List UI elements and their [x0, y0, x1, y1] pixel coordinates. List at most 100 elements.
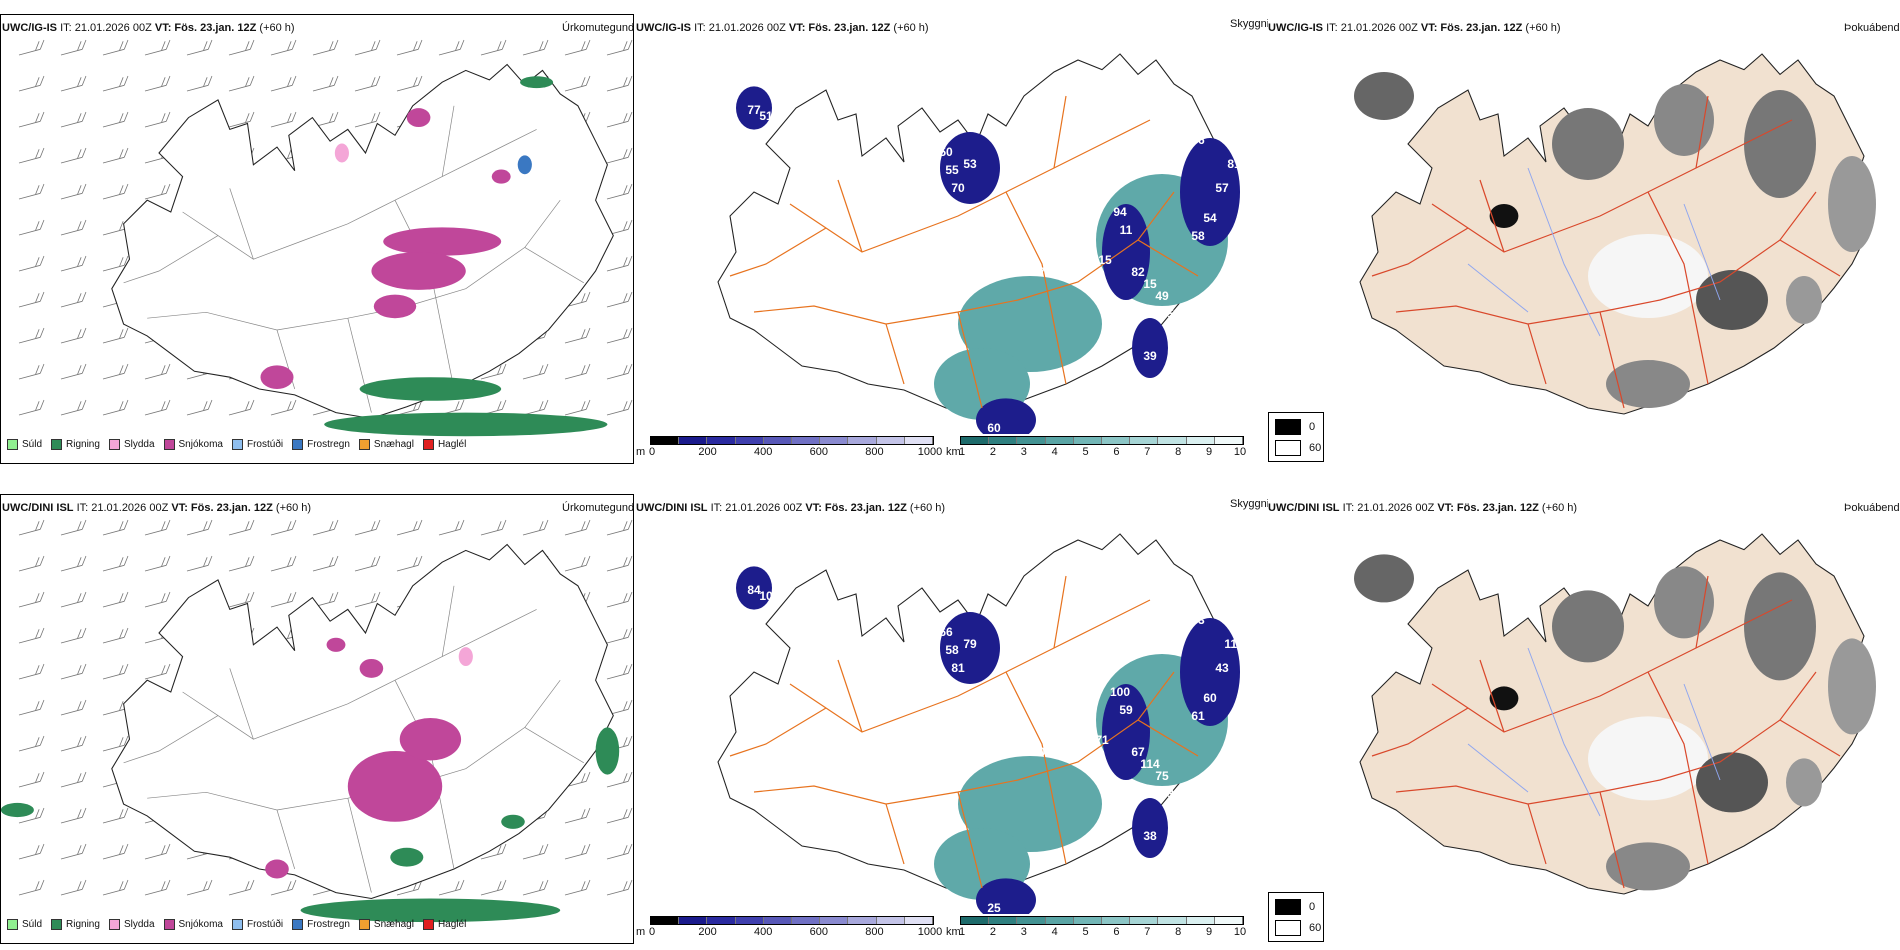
fog-legend-label: 60: [1309, 922, 1322, 934]
wind-barb: [186, 519, 213, 536]
wind-barb: [18, 75, 45, 92]
low-cloud-area: [1180, 138, 1240, 247]
colorbar-tick-label: 400: [754, 446, 773, 458]
wind-barb: [396, 39, 423, 56]
colorbar-tick-label: 7: [1144, 446, 1151, 458]
wind-barb: [228, 75, 255, 92]
precip-legend-swatch: [358, 919, 370, 930]
cloud-base-value: 58: [1191, 229, 1205, 243]
precip-area: [399, 717, 462, 761]
wind-barb: [60, 879, 87, 896]
fog-panel-name-row1: Þokuábendi: [1844, 22, 1900, 34]
wind-barb: [564, 39, 591, 56]
wind-barb: [606, 75, 633, 92]
cloud-base-value: 71: [1095, 733, 1109, 747]
wind-barb: [522, 519, 549, 536]
colorbar-segment: [1017, 437, 1046, 444]
cloud-base-value: 35: [1155, 631, 1169, 645]
wind-barb: [102, 735, 129, 752]
wind-barb: [270, 39, 297, 56]
colorbar-segment: [1186, 437, 1215, 444]
cloud-base-value: 75: [1155, 769, 1169, 783]
cloud-base-value: 85: [999, 169, 1013, 183]
wind-barb: [102, 147, 129, 164]
wind-barb: [60, 663, 87, 680]
colorbar-segment: [876, 917, 905, 924]
fog-legend-swatch-black: [1275, 419, 1301, 435]
wind-barb: [354, 39, 381, 56]
cloud-base-value: 39: [1119, 373, 1133, 387]
visibility-title-row1: UWC/IG-IS IT: 21.01.2026 00Z VT: Fös. 23…: [636, 22, 929, 34]
cloud-base-value: 84: [747, 583, 761, 597]
wind-barb: [60, 519, 87, 536]
wind-barb: [60, 555, 87, 572]
road: [957, 311, 983, 409]
colorbar-tick-label: 6: [1113, 926, 1120, 938]
wind-barb: [396, 519, 423, 536]
wind-barb: [18, 663, 45, 680]
wind-barb: [144, 663, 171, 680]
wind-barb: [480, 843, 507, 860]
wind-barb: [102, 111, 129, 128]
colorbar-segment: [763, 437, 793, 444]
wind-barb: [60, 183, 87, 200]
wind-barb: [102, 39, 129, 56]
wind-barb: [60, 255, 87, 272]
wind-barb: [18, 807, 45, 824]
precip-panel-row1: Súld Rigning Slydda Snjókoma Frostúði Frostre…: [0, 14, 634, 464]
cloud-base-value: 43: [1215, 661, 1229, 675]
fog-index-area: [1744, 90, 1816, 198]
precip-legend-label: Rigning: [66, 919, 100, 930]
colorbar-tick-label: 5: [1082, 446, 1089, 458]
visibility-panel-name-row2: Skyggni: [1230, 498, 1270, 510]
precip-legend-label: Haglél: [437, 439, 467, 450]
precip-legend-label: Rigning: [66, 439, 100, 450]
wind-barb: [18, 327, 45, 344]
wind-barb: [522, 879, 549, 896]
road: [1005, 191, 1067, 385]
coastline: [111, 63, 614, 420]
wind-barb: [60, 591, 87, 608]
river: [1683, 203, 1721, 301]
init-time: IT: 21.01.2026 00Z: [710, 502, 803, 514]
colorbar-segment: [1130, 437, 1159, 444]
wind-barb: [270, 555, 297, 572]
wind-barb: [18, 147, 45, 164]
cloud-base-value: 58: [945, 643, 959, 657]
init-time: IT: 21.01.2026 00Z: [76, 502, 169, 514]
wind-barb: [396, 555, 423, 572]
road: [837, 659, 863, 733]
precip-legend-swatch: [51, 439, 63, 450]
wind-barb: [102, 183, 129, 200]
wind-barb: [312, 555, 339, 572]
precip-legend-label: Snjókoma: [178, 439, 223, 450]
colorbar-segment: [989, 437, 1018, 444]
fog-index-area: [1552, 590, 1624, 663]
colorbar-tick-label: 1000: [917, 446, 943, 458]
wind-barb: [312, 39, 339, 56]
precip-panel-name-row2: Úrkomutegund: [562, 502, 635, 514]
precip-legend-item: Haglél: [422, 919, 466, 930]
wind-barb: [606, 627, 633, 644]
road: [729, 707, 827, 757]
low-cloud-area: [736, 566, 772, 610]
fog-index-area: [1786, 276, 1822, 324]
wind-barb: [480, 879, 507, 896]
valid-time: VT: Fös. 23.jan. 12Z: [1420, 22, 1523, 34]
cloud-base-value: 54: [1203, 211, 1217, 225]
precip-legend-item: Frostregn: [292, 919, 350, 930]
wind-barb: [606, 555, 633, 572]
road: [441, 105, 455, 177]
wind-barb: [522, 363, 549, 380]
road: [347, 318, 372, 413]
wind-barb: [606, 363, 633, 380]
fog-index-area: [1696, 752, 1768, 813]
colorbar-tick-label: 3: [1020, 446, 1027, 458]
fog-index-area: [1696, 270, 1768, 330]
wind-barb: [18, 555, 45, 572]
precip-legend-item: Snjókoma: [163, 919, 223, 930]
cloud-base-value: 76: [1191, 133, 1205, 147]
low-cloud-area: [1180, 618, 1240, 726]
init-time: IT: 21.01.2026 00Z: [60, 22, 152, 34]
wind-barb: [60, 363, 87, 380]
